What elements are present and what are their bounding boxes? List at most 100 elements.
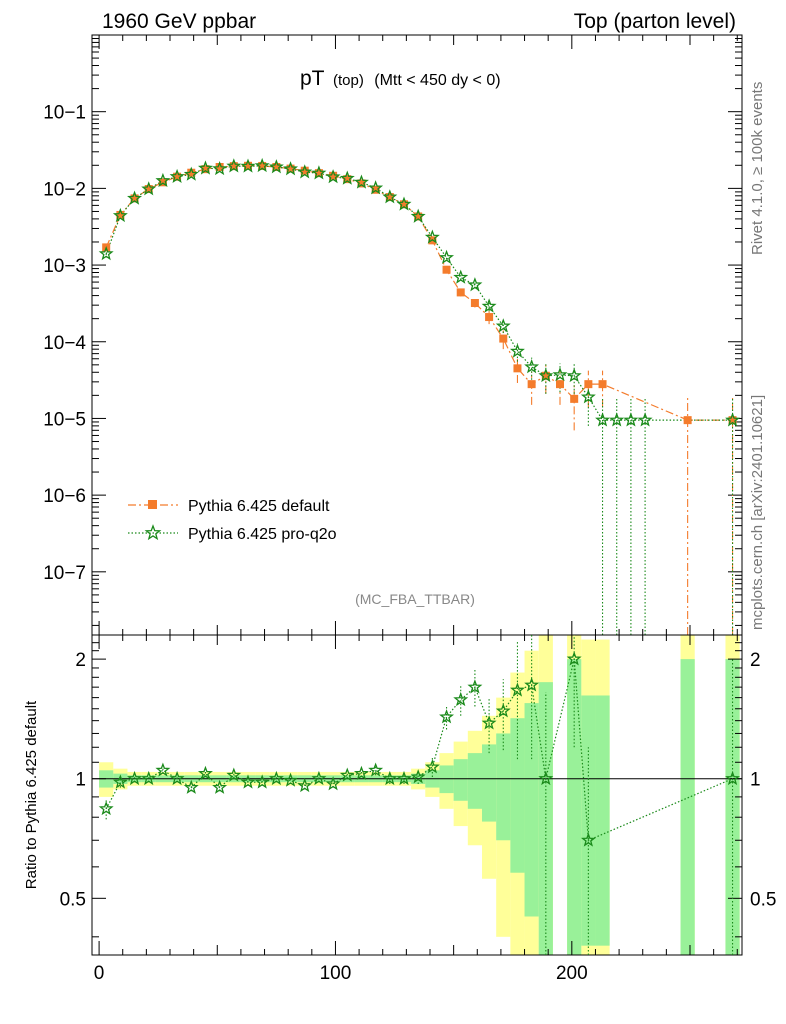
x-tick-label: 200 <box>556 963 588 984</box>
band-1sigma <box>595 695 610 946</box>
data-point-default <box>201 165 210 174</box>
main-y-tick-label: 10−6 <box>43 486 86 507</box>
ratio-data-point <box>112 774 128 789</box>
data-point-proq2o <box>297 164 313 179</box>
ratio-data-point <box>725 770 741 786</box>
header-right: Top (parton level) <box>574 10 736 33</box>
data-point-default <box>584 380 593 389</box>
data-point-proq2o <box>538 367 554 383</box>
ratio-data-point <box>297 777 313 793</box>
data-point-proq2o <box>283 161 299 176</box>
ratio-data-point <box>424 759 440 774</box>
data-point-proq2o <box>268 159 284 174</box>
data-point-proq2o <box>311 165 327 180</box>
data-point-proq2o <box>509 343 525 358</box>
data-point-proq2o <box>197 160 213 175</box>
data-point-default <box>343 175 352 184</box>
data-point-proq2o <box>169 168 185 184</box>
ratio-data-point <box>467 679 483 694</box>
ratio-panel: 0.5 0.5 1 1 2 2 0 100 200 Ratio to Pythia 6.425 … <box>23 634 776 984</box>
data-point-proq2o <box>226 158 242 173</box>
ratio-y-tick-label: 1 <box>75 770 86 791</box>
data-point-proq2o <box>481 298 497 313</box>
data-point-proq2o <box>495 318 511 333</box>
band-1sigma <box>496 733 511 841</box>
ratio-data-point <box>325 776 341 791</box>
ratio-data-point <box>127 770 143 786</box>
data-point-default <box>130 194 139 203</box>
ratio-data-point <box>538 770 554 786</box>
chart-title: pT (top) (Mtt < 450 dy < 0) <box>300 67 501 90</box>
data-point-proq2o <box>353 174 369 189</box>
data-point-proq2o <box>339 170 355 185</box>
data-point-proq2o <box>453 269 469 284</box>
ratio-data-point <box>495 703 511 718</box>
ratio-data-point <box>254 774 270 789</box>
series-line-0 <box>105 165 733 421</box>
main-y-tick-label: 10−5 <box>43 409 86 430</box>
watermark: (MC_FBA_TTBAR) <box>355 591 475 607</box>
band-1sigma <box>680 659 695 955</box>
data-point-proq2o <box>240 158 256 173</box>
data-point-default <box>456 288 465 297</box>
legend-entry-default: Pythia 6.425 default <box>128 498 330 515</box>
side-label-rivet: Rivet 4.1.0, ≥ 100k events <box>749 82 766 255</box>
ratio-bands <box>99 635 740 955</box>
band-1sigma <box>567 659 582 955</box>
ratio-data-point <box>283 772 299 787</box>
data-point-default <box>215 162 224 171</box>
main-frame <box>91 34 743 636</box>
data-point-proq2o <box>98 246 114 261</box>
data-point-default <box>173 172 182 181</box>
data-point-default <box>442 265 451 274</box>
data-point-default <box>314 169 323 178</box>
data-point-proq2o <box>609 412 625 427</box>
ratio-data-point <box>382 770 398 786</box>
ratio-data-point <box>453 691 469 707</box>
data-point-proq2o <box>566 367 582 383</box>
data-point-proq2o <box>127 190 143 205</box>
ratio-data-point <box>580 832 596 847</box>
ratio-ticks: 0.5 0.5 1 1 2 2 0 100 200 <box>60 634 776 984</box>
main-y-tick-label: 10−7 <box>43 563 86 584</box>
data-point-default <box>570 394 579 403</box>
data-point-proq2o <box>368 180 384 195</box>
data-point-default <box>357 179 366 188</box>
data-point-default <box>400 200 408 209</box>
data-point-default <box>116 210 125 219</box>
data-point-proq2o <box>141 181 157 196</box>
data-point-proq2o <box>410 208 426 223</box>
ratio-data <box>98 635 741 955</box>
main-ticks: 10−7 10−6 10−5 10−4 10−3 10−2 10−1 <box>43 34 742 635</box>
ratio-y-tick-label-right: 1 <box>750 770 761 791</box>
ratio-data-point <box>155 762 171 777</box>
data-point-proq2o <box>467 277 483 292</box>
data-point-proq2o <box>580 389 596 404</box>
band-1sigma <box>524 703 539 917</box>
legend-marker-default <box>148 500 157 509</box>
data-point-proq2o <box>439 249 455 264</box>
data-point-default <box>556 380 564 389</box>
ratio-data-point <box>268 770 284 786</box>
data-point-default <box>329 171 338 180</box>
data-point-default <box>272 162 281 171</box>
main-data <box>98 157 741 636</box>
data-point-proq2o <box>552 367 568 382</box>
data-point-default <box>470 299 479 308</box>
ratio-y-tick-label: 0.5 <box>60 889 86 910</box>
ratio-data-point <box>212 779 228 794</box>
data-point-proq2o <box>183 166 199 181</box>
ratio-data-point <box>183 779 199 794</box>
band-1sigma <box>467 753 482 809</box>
ratio-data-point <box>98 800 114 816</box>
band-1sigma <box>482 744 497 822</box>
data-point-default <box>371 185 380 194</box>
ratio-data-point <box>509 682 525 697</box>
ratio-data-point <box>311 770 327 786</box>
data-point-default <box>258 161 267 170</box>
data-point-proq2o <box>396 196 412 211</box>
ratio-data-point <box>240 774 256 789</box>
data-point-default <box>414 212 423 221</box>
data-point-default <box>286 164 295 173</box>
